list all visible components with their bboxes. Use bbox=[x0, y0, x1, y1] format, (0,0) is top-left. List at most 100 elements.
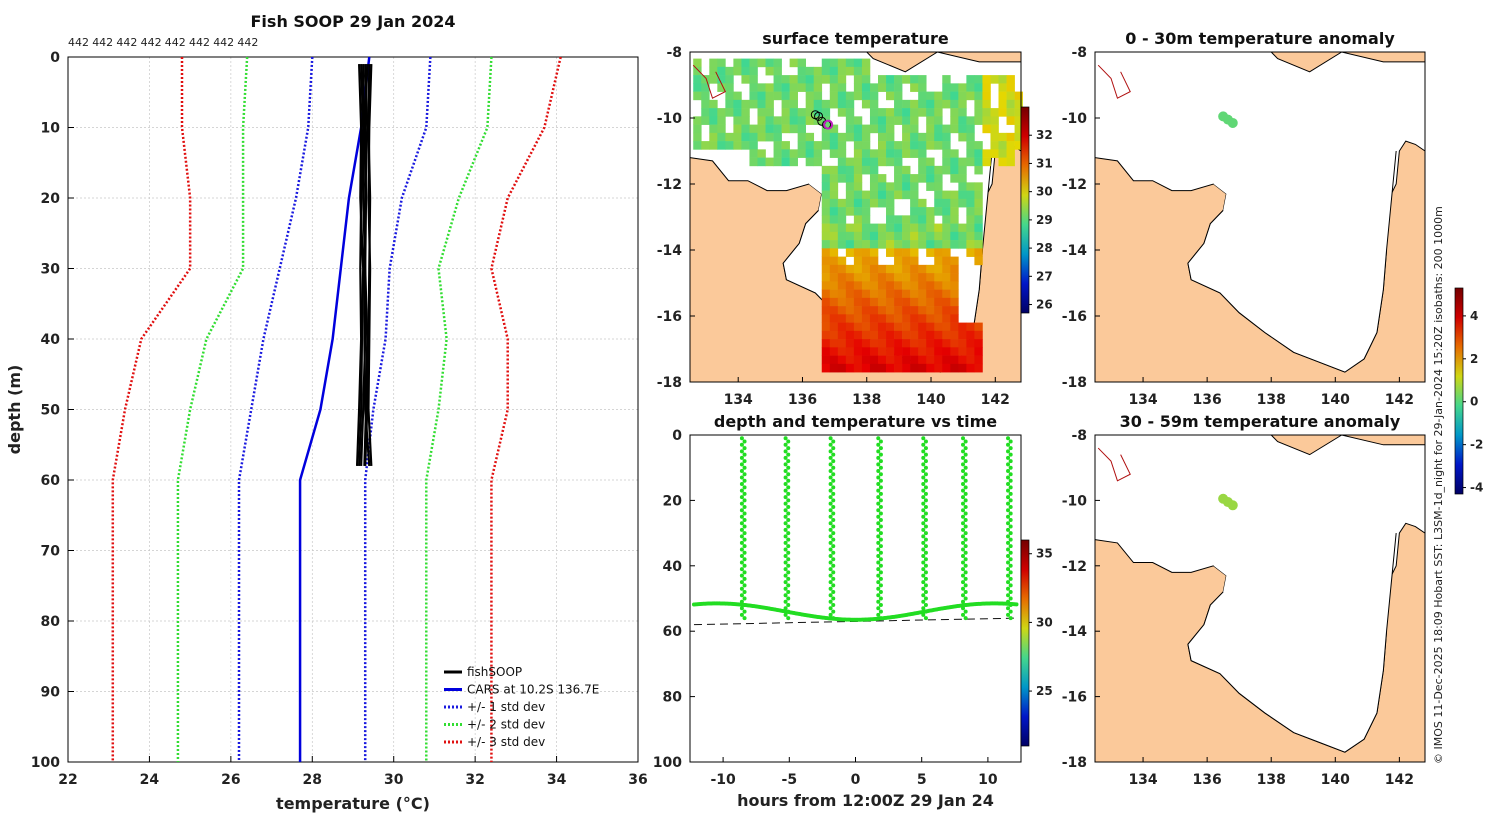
sst-cell bbox=[869, 363, 879, 373]
depth-time-colorbar-tick-label: 25 bbox=[1036, 684, 1053, 698]
sst-cell bbox=[950, 223, 959, 233]
cast-sample-point bbox=[1006, 436, 1011, 441]
sst-cell bbox=[765, 124, 774, 134]
sst-cell bbox=[902, 347, 911, 356]
anom_shallow-x-tick-label: 142 bbox=[1385, 392, 1414, 408]
cast-sample-point bbox=[1008, 589, 1013, 594]
cast-sample-point bbox=[742, 563, 747, 568]
profile-series-line bbox=[111, 57, 192, 762]
sst-cell bbox=[813, 141, 823, 150]
sst-cell bbox=[934, 108, 943, 117]
depth-time-x-tick-label: -5 bbox=[782, 772, 798, 788]
sst-cell bbox=[797, 149, 807, 158]
sst-cell bbox=[829, 273, 839, 282]
sst-cell bbox=[837, 314, 847, 323]
cast-sample-point bbox=[831, 459, 836, 464]
sst-cell bbox=[950, 322, 959, 332]
sst-cell bbox=[950, 347, 959, 356]
sst-cell bbox=[934, 99, 943, 109]
cast-sample-point bbox=[1006, 462, 1011, 467]
cast-sample-point bbox=[961, 442, 966, 447]
anom_deep-x-tick-label: 142 bbox=[1385, 772, 1414, 788]
sst-cell bbox=[942, 215, 951, 224]
sst-cell bbox=[926, 215, 935, 224]
sst-cell bbox=[797, 83, 807, 92]
cast-sample-point bbox=[828, 482, 833, 487]
sst-cell bbox=[894, 174, 903, 183]
sst-cell bbox=[805, 83, 815, 92]
sst-cell bbox=[869, 99, 879, 109]
sst-cell bbox=[781, 116, 790, 125]
sst-cell bbox=[894, 108, 903, 117]
cast-sample-point bbox=[921, 586, 926, 591]
anom_shallow-frame bbox=[1094, 51, 1426, 383]
sst-cell bbox=[886, 132, 895, 142]
sst-cell bbox=[942, 355, 951, 365]
cast-sample-point bbox=[876, 488, 881, 493]
sst-cell bbox=[877, 297, 887, 307]
cast-sample-point bbox=[876, 455, 881, 460]
fish-profile-line bbox=[358, 64, 365, 466]
sst-cell bbox=[877, 132, 887, 142]
sst-cell bbox=[934, 223, 943, 233]
sst-cell bbox=[789, 75, 798, 84]
sst-cell bbox=[918, 149, 927, 158]
sst-cell bbox=[853, 355, 863, 365]
sst-cell bbox=[886, 240, 895, 249]
cast-sample-point bbox=[963, 465, 968, 470]
sst-cell bbox=[765, 116, 774, 125]
cast-sample-point bbox=[783, 540, 788, 545]
sst-cell bbox=[813, 99, 823, 109]
sst-cell bbox=[918, 240, 927, 249]
sst-cell bbox=[950, 264, 959, 274]
depth-time-x-tick-label: 0 bbox=[851, 772, 861, 788]
sst-cell bbox=[781, 108, 790, 117]
sst-cell bbox=[910, 223, 919, 233]
sst-cell bbox=[821, 99, 831, 109]
sst-cell bbox=[886, 281, 895, 290]
sst-cell bbox=[974, 355, 983, 365]
cast-sample-point bbox=[1008, 531, 1013, 536]
sst-cell bbox=[709, 132, 718, 142]
sst-cell bbox=[861, 289, 871, 299]
cast-sample-point bbox=[739, 449, 744, 454]
cast-sample-point bbox=[739, 455, 744, 460]
sst-cell bbox=[741, 75, 750, 84]
sst-cell bbox=[966, 83, 975, 92]
sst-cell bbox=[910, 108, 919, 117]
sst-cell bbox=[861, 198, 871, 208]
sst-cell bbox=[934, 207, 943, 216]
sst-colorbar: 26 27 28 29 30 31 32 bbox=[1020, 106, 1053, 314]
sst-cell bbox=[861, 231, 871, 241]
sst-cell bbox=[845, 347, 855, 356]
cast-sample-point bbox=[878, 596, 883, 601]
sst-cell bbox=[886, 207, 895, 216]
sst-cell bbox=[886, 141, 895, 150]
cast-sample-point bbox=[1006, 534, 1011, 539]
sst-cell bbox=[837, 363, 847, 373]
cast-sample-point bbox=[923, 491, 928, 496]
cast-sample-point bbox=[1006, 482, 1011, 487]
cast-sample-point bbox=[739, 514, 744, 519]
sst-cell bbox=[757, 91, 766, 101]
sst-cell bbox=[869, 281, 879, 290]
sst-cell bbox=[861, 157, 871, 167]
sst-cell bbox=[765, 66, 774, 76]
sst-cell bbox=[886, 231, 895, 241]
sst-cell bbox=[869, 347, 879, 356]
sst-cell bbox=[918, 165, 927, 175]
cast-sample-point bbox=[828, 501, 833, 506]
sst-cell bbox=[853, 174, 863, 183]
sst-cell bbox=[853, 273, 863, 282]
cast-sample-point bbox=[923, 563, 928, 568]
sst-cell bbox=[837, 289, 847, 299]
cast-sample-point bbox=[786, 570, 791, 575]
cast-sample-point bbox=[878, 446, 883, 451]
sst-cell bbox=[894, 157, 903, 167]
sst-cell bbox=[910, 322, 919, 332]
sst-cell bbox=[894, 330, 903, 340]
sst-cell bbox=[837, 339, 847, 348]
sst-cell bbox=[918, 231, 927, 241]
sst-cell bbox=[950, 231, 959, 241]
sst-cell bbox=[926, 132, 935, 142]
